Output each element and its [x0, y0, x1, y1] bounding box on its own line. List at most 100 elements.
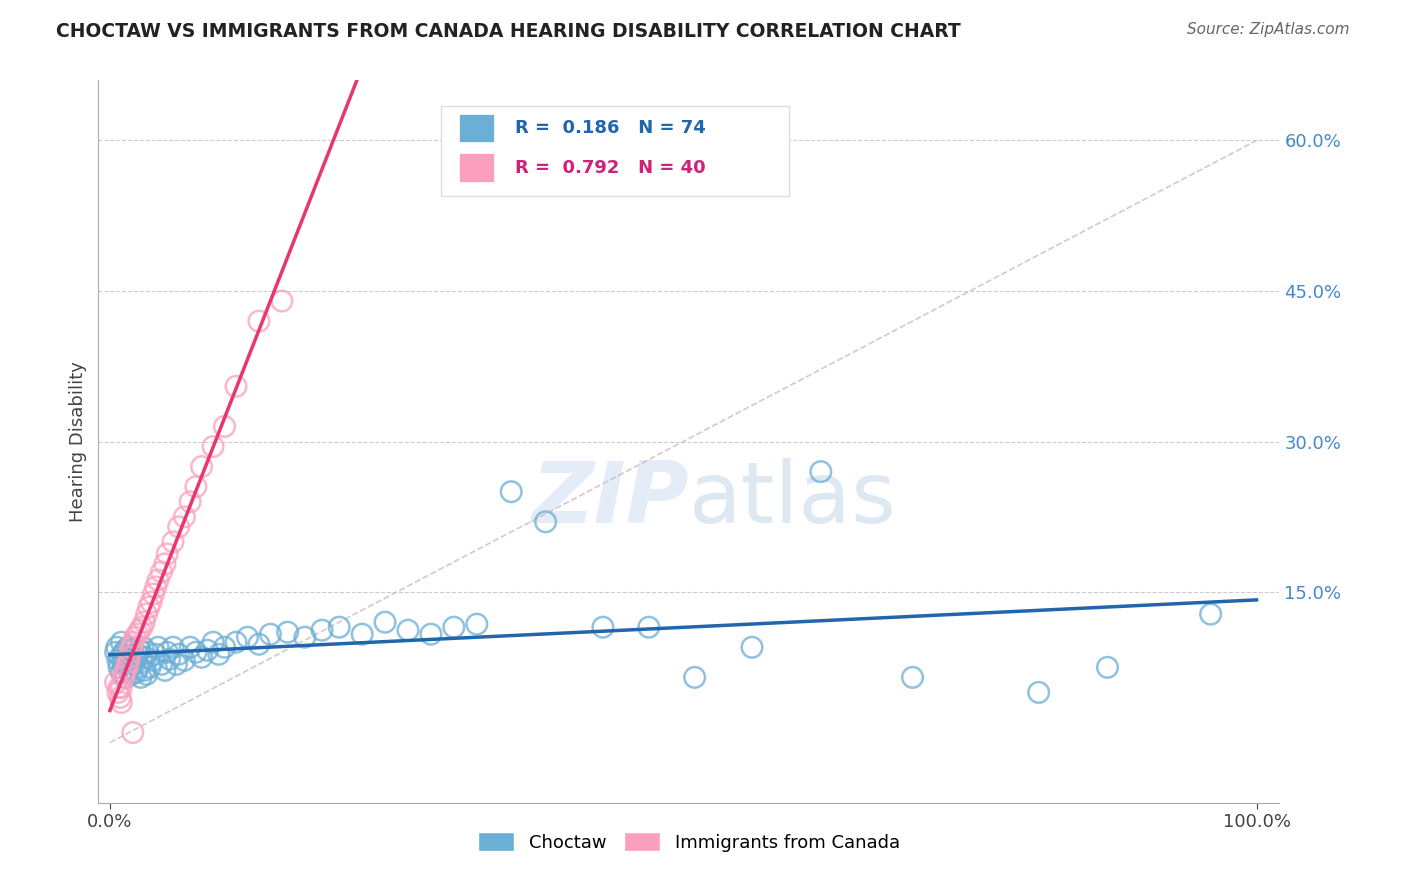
Point [131, 620, 153, 634]
Point [136, 645, 159, 659]
Point [122, 657, 145, 672]
Point [110, 681, 132, 695]
Point [294, 630, 316, 644]
Point [107, 653, 129, 667]
Point [162, 640, 184, 655]
Text: ZIP: ZIP [531, 458, 689, 541]
Legend: Choctaw, Immigrants from Canada: Choctaw, Immigrants from Canada [471, 825, 907, 859]
Point [184, 480, 207, 494]
Point [247, 314, 270, 328]
Point [165, 657, 187, 672]
Point [1199, 607, 1222, 622]
Point [118, 664, 141, 678]
Point [107, 685, 129, 699]
Point [127, 648, 149, 662]
Point [127, 627, 149, 641]
Point [110, 665, 132, 680]
Point [135, 667, 157, 681]
Point [121, 640, 143, 655]
Point [465, 617, 488, 632]
Text: R =  0.186   N = 74: R = 0.186 N = 74 [516, 119, 706, 137]
FancyBboxPatch shape [458, 153, 494, 182]
Point [118, 650, 141, 665]
FancyBboxPatch shape [441, 105, 789, 196]
Point [162, 534, 184, 549]
Point [247, 637, 270, 651]
Point [131, 655, 153, 669]
Point [534, 515, 557, 529]
Point [112, 670, 135, 684]
Point [146, 573, 169, 587]
Point [150, 565, 173, 579]
Point [134, 615, 156, 630]
Point [142, 587, 165, 601]
Y-axis label: Hearing Disability: Hearing Disability [69, 361, 87, 522]
Text: R =  0.792   N = 40: R = 0.792 N = 40 [516, 159, 706, 177]
Point [592, 620, 614, 634]
Point [311, 623, 333, 637]
Point [108, 690, 131, 705]
Point [501, 484, 523, 499]
Point [374, 615, 396, 630]
Point [105, 640, 128, 655]
Point [190, 650, 212, 665]
Text: CHOCTAW VS IMMIGRANTS FROM CANADA HEARING DISABILITY CORRELATION CHART: CHOCTAW VS IMMIGRANTS FROM CANADA HEARIN… [56, 22, 960, 41]
Point [208, 648, 231, 662]
Point [121, 667, 143, 681]
Point [901, 670, 924, 684]
Point [120, 648, 142, 663]
Point [214, 419, 236, 434]
Point [124, 652, 146, 666]
Point [236, 630, 259, 644]
Point [810, 465, 832, 479]
Point [352, 627, 374, 641]
FancyBboxPatch shape [458, 113, 494, 143]
Point [120, 645, 142, 659]
Point [121, 725, 143, 739]
Point [184, 645, 207, 659]
Point [420, 627, 443, 641]
Point [277, 625, 299, 640]
Point [214, 640, 236, 655]
Point [117, 640, 139, 655]
Point [195, 643, 218, 657]
Point [135, 607, 157, 622]
Point [190, 459, 212, 474]
Point [202, 440, 225, 454]
Point [443, 620, 465, 634]
Point [115, 660, 138, 674]
Point [114, 665, 136, 680]
Point [153, 664, 176, 678]
Point [637, 620, 659, 634]
Point [1028, 685, 1050, 699]
Point [396, 623, 419, 637]
Point [146, 640, 169, 655]
Point [270, 293, 292, 308]
Point [139, 660, 162, 674]
Point [142, 653, 165, 667]
Point [128, 660, 150, 674]
Point [112, 657, 135, 672]
Point [132, 640, 155, 655]
Point [108, 660, 131, 674]
Point [110, 696, 132, 710]
Point [129, 670, 152, 684]
Point [134, 650, 156, 665]
Point [138, 600, 160, 615]
Point [104, 645, 127, 659]
Point [145, 648, 167, 662]
Point [259, 627, 281, 641]
Point [173, 509, 195, 524]
Point [167, 648, 190, 662]
Point [114, 643, 136, 657]
Point [173, 653, 195, 667]
Point [328, 620, 350, 634]
Point [117, 655, 139, 669]
Point [159, 652, 181, 666]
Point [141, 595, 163, 609]
Point [225, 635, 247, 649]
Point [156, 547, 179, 561]
Point [128, 643, 150, 657]
Point [145, 580, 167, 594]
Text: atlas: atlas [689, 458, 897, 541]
